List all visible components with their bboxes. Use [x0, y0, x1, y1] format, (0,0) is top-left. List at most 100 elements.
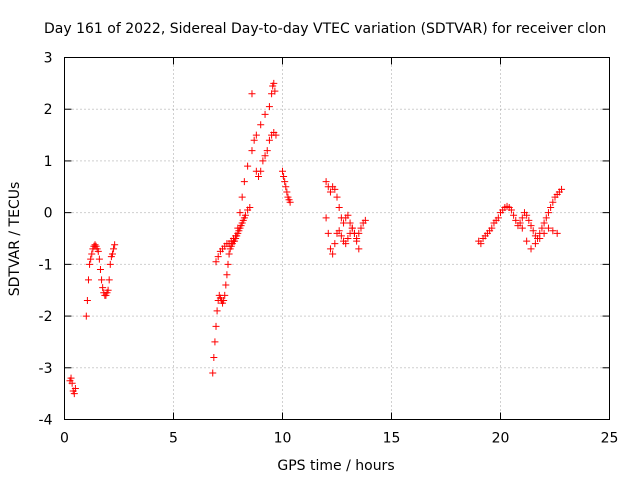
x-tick-label: 15	[383, 431, 401, 447]
data-point	[536, 235, 544, 242]
data-point	[221, 291, 229, 299]
data-point	[286, 198, 294, 206]
data-point	[248, 147, 256, 155]
chart-title: Day 161 of 2022, Sidereal Day-to-day VTE…	[44, 21, 606, 37]
data-point	[240, 178, 248, 186]
data-point	[322, 178, 330, 186]
data-point	[329, 250, 337, 258]
data-point	[224, 260, 232, 268]
data-point	[88, 250, 96, 258]
y-axis-label: SDTVAR / TECUs	[7, 182, 23, 297]
data-point	[353, 237, 361, 245]
data-point	[68, 379, 76, 387]
data-point	[252, 131, 260, 139]
data-point	[248, 90, 256, 98]
data-point	[333, 193, 341, 201]
data-point	[106, 260, 114, 268]
data-point	[257, 167, 265, 175]
data-point	[512, 216, 520, 224]
data-point	[324, 229, 332, 237]
data-point	[244, 162, 252, 170]
data-point	[494, 214, 502, 222]
data-point	[212, 258, 220, 266]
data-point	[518, 224, 526, 232]
data-point	[265, 103, 273, 111]
x-tick-label: 5	[169, 431, 178, 447]
data-point	[279, 167, 286, 175]
data-point	[544, 209, 552, 217]
data-point	[361, 216, 369, 224]
y-tick-label: -2	[39, 309, 53, 325]
data-point	[250, 136, 258, 144]
data-point	[540, 229, 548, 237]
data-point	[83, 297, 91, 305]
data-point	[340, 219, 348, 227]
data-point	[87, 255, 95, 263]
data-point	[326, 188, 334, 196]
y-tick-label: 0	[44, 206, 53, 222]
data-point	[95, 255, 103, 263]
data-point	[527, 222, 535, 230]
data-point	[111, 241, 119, 249]
data-point	[558, 185, 566, 193]
data-point	[523, 237, 531, 245]
data-point	[241, 211, 249, 219]
data-point	[91, 241, 99, 249]
data-point	[108, 250, 116, 258]
x-tick-label: 20	[492, 431, 510, 447]
data-point	[265, 136, 273, 144]
data-point	[344, 235, 352, 242]
data-point	[222, 281, 230, 289]
data-point	[540, 219, 548, 227]
data-point	[71, 384, 79, 392]
data-point	[225, 250, 233, 258]
data-point	[355, 245, 363, 253]
data-point	[527, 245, 535, 253]
data-point	[232, 232, 240, 240]
data-point	[348, 224, 356, 232]
y-axis-ticks: -4 -3 -2 -1 0 1 2 3	[39, 51, 610, 429]
data-point	[477, 240, 485, 248]
data-point	[549, 227, 557, 235]
data-point	[257, 121, 265, 129]
data-point	[518, 214, 526, 222]
data-point	[542, 214, 550, 222]
x-tick-label: 25	[601, 431, 619, 447]
y-tick-label: 1	[44, 154, 53, 170]
data-point	[211, 338, 219, 346]
data-point	[220, 297, 228, 305]
data-point	[523, 211, 531, 219]
data-point	[272, 131, 280, 139]
data-point	[331, 240, 339, 248]
data-point	[322, 214, 330, 222]
data-point	[342, 240, 350, 248]
data-point	[96, 266, 104, 274]
data-point	[82, 312, 90, 320]
data-point	[553, 229, 561, 237]
data-point	[281, 178, 289, 186]
data-point	[261, 152, 269, 160]
data-point	[326, 245, 334, 253]
data-point	[335, 203, 343, 211]
data-point	[86, 260, 94, 268]
plot-frame	[64, 57, 610, 420]
data-point	[67, 374, 75, 382]
data-point	[98, 276, 106, 284]
data-point	[210, 353, 218, 361]
data-point	[280, 172, 288, 180]
data-point	[84, 276, 92, 284]
data-point	[331, 185, 339, 193]
grid-lines	[64, 57, 610, 420]
data-point	[271, 87, 279, 95]
data-point	[547, 203, 555, 211]
data-point	[538, 224, 546, 232]
data-point	[357, 224, 365, 232]
data-point	[255, 172, 263, 180]
data-point	[94, 247, 102, 255]
data-point	[282, 183, 290, 191]
data-point	[99, 284, 107, 292]
data-point	[525, 216, 533, 224]
data-point	[212, 322, 220, 330]
data-point	[529, 227, 537, 235]
